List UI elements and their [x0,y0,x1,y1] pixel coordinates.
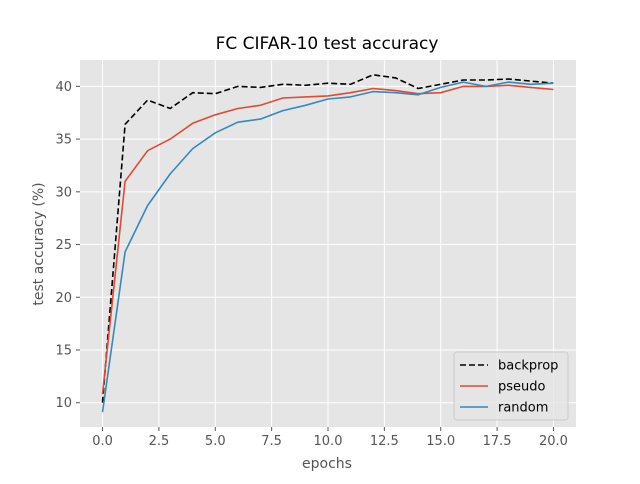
x-tick-label: 20.0 [539,434,568,449]
legend-box [453,351,569,421]
series-line-pseudo [101,84,554,395]
chart-title: FC CIFAR-10 test accuracy [216,34,439,54]
x-tick-label: 2.5 [149,434,170,449]
y-tick-label: 20 [55,291,72,306]
legend: backprop pseudo random [453,351,569,421]
series-line-backprop [101,74,554,403]
x-tick-label: 15.0 [426,434,455,449]
y-axis-ticks: 10 15 20 25 30 35 40 [55,80,80,411]
x-tick-label: 12.5 [370,434,399,449]
legend-label-backprop: backprop [498,359,558,374]
x-axis-label: epochs [302,456,352,472]
series-line-random [101,81,554,413]
x-tick-label: 7.5 [261,434,282,449]
x-tick-label: 5.0 [205,434,226,449]
y-tick-label: 15 [55,344,72,359]
y-tick-label: 30 [55,185,72,200]
legend-label-pseudo: pseudo [498,380,546,395]
x-axis-ticks: 0.0 2.5 5.0 7.5 10.0 12.5 15.0 17.5 20.0 [92,427,568,449]
y-tick-label: 35 [55,133,72,148]
y-tick-label: 25 [55,238,72,253]
x-tick-label: 10.0 [314,434,343,449]
y-tick-label: 40 [55,80,72,95]
x-tick-label: 0.0 [92,434,113,449]
legend-label-random: random [498,401,548,416]
y-tick-label: 10 [55,396,72,411]
y-axis-label: test accuracy (%) [31,182,47,305]
x-tick-label: 17.5 [483,434,512,449]
series-layer [101,74,554,413]
